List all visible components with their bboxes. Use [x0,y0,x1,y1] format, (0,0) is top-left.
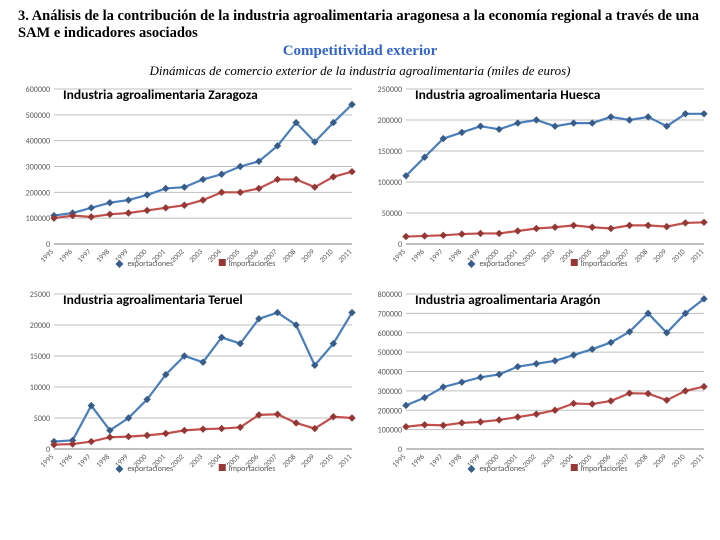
svg-text:2010: 2010 [318,247,335,264]
svg-text:2003: 2003 [188,452,205,469]
svg-text:1997: 1997 [76,247,93,264]
chart-title: Industria agroalimentaria Zaragoza [63,86,258,103]
svg-text:2011: 2011 [689,247,706,264]
svg-text:1995: 1995 [39,452,56,469]
svg-text:300000: 300000 [378,387,402,397]
chart-title: Industria agroalimentaria Teruel [63,291,243,308]
chart-title: Industria agroalimentaria Huesca [415,86,600,103]
svg-text:1998: 1998 [447,247,464,264]
svg-text:2003: 2003 [540,452,557,469]
svg-text:250000: 250000 [378,85,402,95]
svg-text:2008: 2008 [633,247,650,264]
svg-text:150000: 150000 [378,147,402,157]
svg-text:2009: 2009 [652,452,669,469]
svg-text:2008: 2008 [633,452,650,469]
svg-text:2009: 2009 [300,452,317,469]
svg-text:exportaciones: exportaciones [479,464,525,474]
svg-text:1998: 1998 [95,247,112,264]
chart-svg: 0100000200000300000400000500000600000700… [360,288,710,493]
svg-text:1995: 1995 [391,452,408,469]
svg-text:600000: 600000 [378,329,402,339]
svg-text:2011: 2011 [337,247,354,264]
svg-text:400000: 400000 [26,136,50,146]
svg-text:600000: 600000 [26,85,50,95]
chart-svg: 0500001000001500002000002500001995199619… [360,83,710,288]
svg-text:400000: 400000 [378,367,402,377]
svg-text:1997: 1997 [76,452,93,469]
svg-text:800000: 800000 [378,290,402,300]
svg-text:50000: 50000 [382,209,402,219]
svg-text:15000: 15000 [30,352,50,362]
chart-aragon: Industria agroalimentaria Aragón 0100000… [360,288,712,493]
page-title: 3. Análisis de la contribución de la ind… [18,8,702,43]
svg-text:200000: 200000 [378,116,402,126]
page-subtitle: Competitividad exterior [18,43,702,60]
svg-text:2008: 2008 [281,452,298,469]
svg-text:1996: 1996 [58,247,75,264]
svg-text:importaciones: importaciones [581,259,628,269]
svg-text:500000: 500000 [378,348,402,358]
svg-text:300000: 300000 [26,162,50,172]
svg-text:exportaciones: exportaciones [479,259,525,269]
svg-text:importaciones: importaciones [229,259,276,269]
svg-text:500000: 500000 [26,111,50,121]
charts-grid: Industria agroalimentaria Zaragoza 01000… [0,81,720,497]
svg-text:100000: 100000 [378,178,402,188]
svg-text:20000: 20000 [30,321,50,331]
svg-text:2011: 2011 [337,452,354,469]
chart-svg: 0500010000150002000025000199519961997199… [8,288,358,493]
svg-text:5000: 5000 [34,414,50,424]
svg-text:10000: 10000 [30,383,50,393]
svg-text:2009: 2009 [300,247,317,264]
svg-text:1998: 1998 [447,452,464,469]
svg-text:1996: 1996 [410,247,427,264]
chart-zaragoza: Industria agroalimentaria Zaragoza 01000… [8,83,360,288]
svg-text:2003: 2003 [188,247,205,264]
chart-teruel: Industria agroalimentaria Teruel 0500010… [8,288,360,493]
svg-text:2011: 2011 [689,452,706,469]
svg-text:importaciones: importaciones [581,464,628,474]
svg-text:2003: 2003 [540,247,557,264]
svg-text:2009: 2009 [652,247,669,264]
chart-huesca: Industria agroalimentaria Huesca 0500001… [360,83,712,288]
svg-text:2008: 2008 [281,247,298,264]
svg-text:2010: 2010 [318,452,335,469]
svg-text:importaciones: importaciones [229,464,276,474]
svg-text:200000: 200000 [26,188,50,198]
svg-text:exportaciones: exportaciones [127,464,173,474]
svg-text:1997: 1997 [428,452,445,469]
svg-text:1995: 1995 [39,247,56,264]
svg-text:200000: 200000 [378,406,402,416]
chart-title: Industria agroalimentaria Aragón [415,291,600,308]
svg-text:2010: 2010 [670,247,687,264]
svg-text:2010: 2010 [670,452,687,469]
svg-text:exportaciones: exportaciones [127,259,173,269]
svg-text:1997: 1997 [428,247,445,264]
header: 3. Análisis de la contribución de la ind… [0,0,720,81]
svg-text:1996: 1996 [58,452,75,469]
svg-text:100000: 100000 [26,214,50,224]
svg-text:1998: 1998 [95,452,112,469]
svg-text:25000: 25000 [30,290,50,300]
svg-text:700000: 700000 [378,309,402,319]
svg-text:100000: 100000 [378,425,402,435]
chart-svg: 0100000200000300000400000500000600000199… [8,83,358,288]
figure-caption: Dinámicas de comercio exterior de la ind… [18,63,702,79]
svg-text:1995: 1995 [391,247,408,264]
svg-text:1996: 1996 [410,452,427,469]
